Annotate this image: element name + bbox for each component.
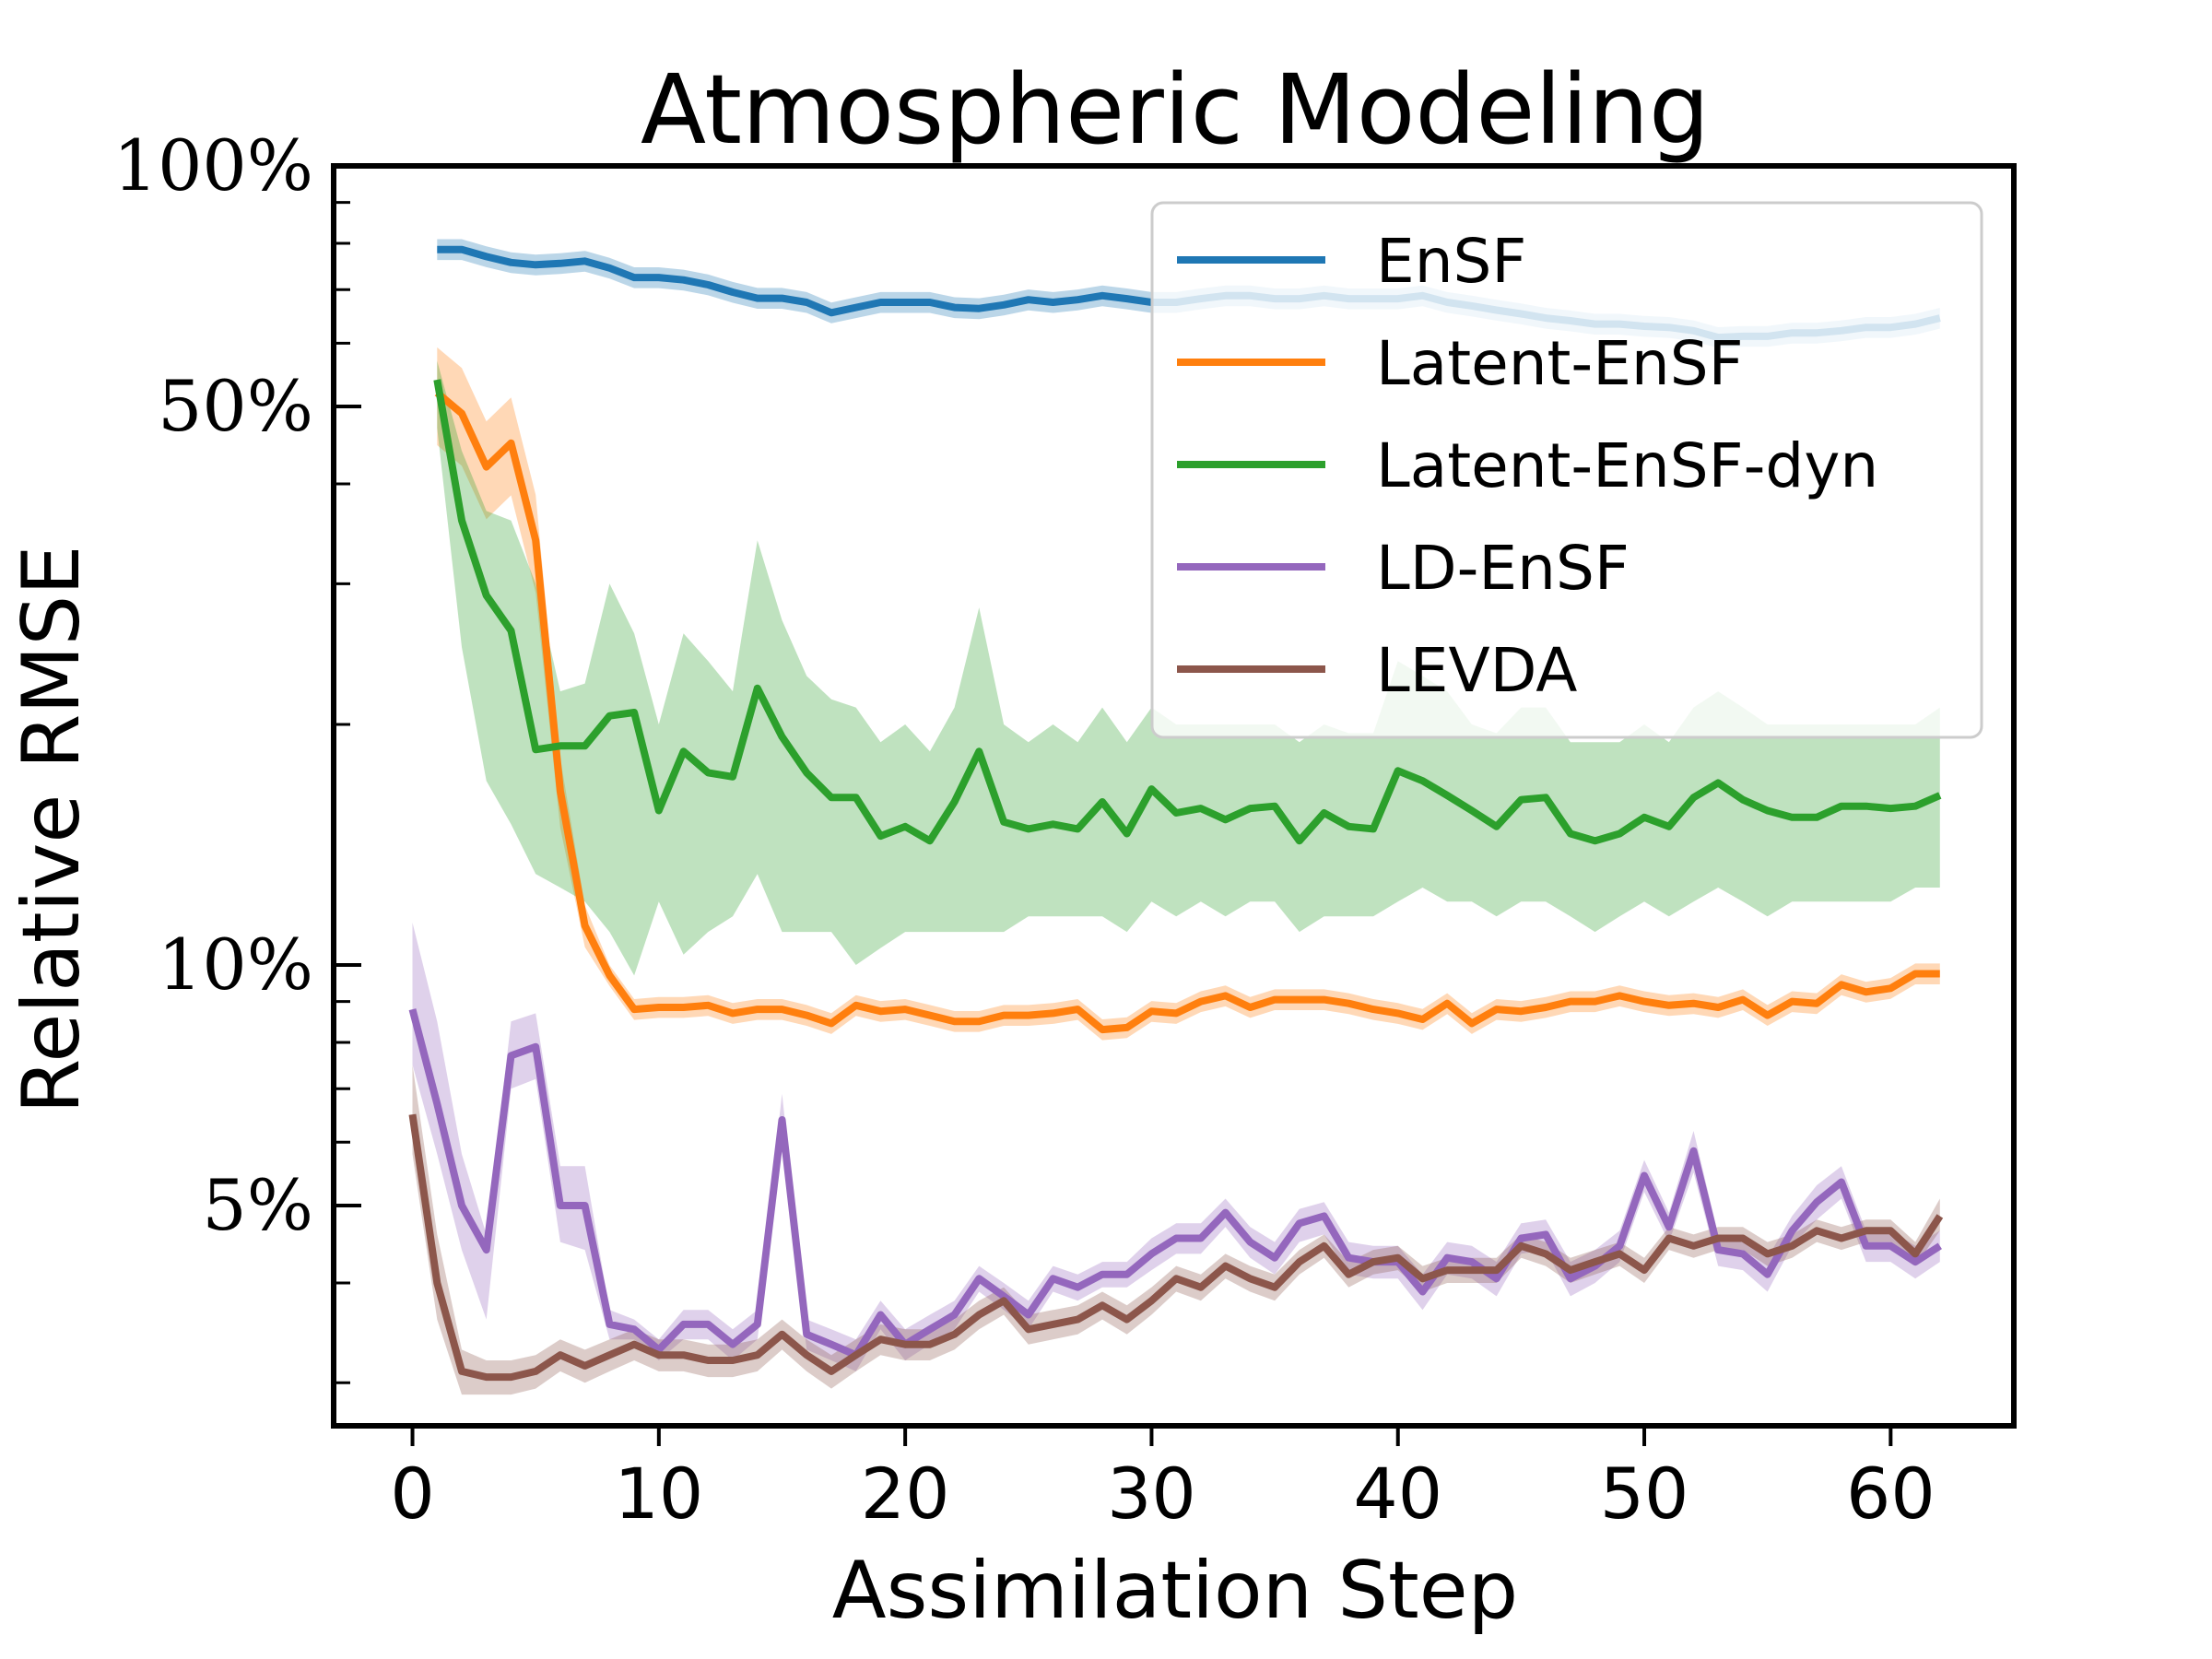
series-line-latent-ensf-dyn: [433, 379, 1942, 845]
y-tick-label: 50%: [158, 365, 313, 447]
legend-label-levda: LEVDA: [1376, 635, 1577, 706]
x-tick-label: 30: [1107, 1453, 1196, 1535]
series-line-ld-ensf: [408, 1008, 1942, 1359]
x-tick-label: 60: [1846, 1453, 1936, 1535]
x-tick-label: 40: [1353, 1453, 1442, 1535]
x-tick-label: 50: [1600, 1453, 1689, 1535]
y-tick-label: 10%: [158, 924, 313, 1006]
x-axis-label: Assimilation Step: [832, 1545, 1518, 1637]
series-band-levda: [412, 1065, 1940, 1395]
x-tick-label: 0: [390, 1453, 434, 1535]
legend-label-latent-ensf-dyn: Latent-EnSF-dyn: [1376, 430, 1878, 501]
legend: EnSF Latent-EnSF Latent-EnSF-dyn LD-EnSF LEV…: [1150, 201, 1983, 739]
legend-frame: [1150, 201, 1983, 739]
plot-frame: [331, 163, 2017, 1429]
x-tick-label: 10: [614, 1453, 703, 1535]
y-tick-label: 5%: [202, 1164, 313, 1246]
legend-label-ensf: EnSF: [1376, 226, 1526, 297]
series-line-latent-ensf: [434, 390, 1940, 1034]
y-axis-label: Relative RMSE: [6, 545, 98, 1113]
chart-title: Atmospheric Modeling: [641, 53, 1710, 166]
x-tick-label: 20: [861, 1453, 950, 1535]
y-tick-label: 100%: [113, 124, 313, 206]
legend-label-latent-ensf: Latent-EnSF: [1376, 328, 1744, 399]
legend-label-ld-ensf: LD-EnSF: [1376, 533, 1630, 604]
axes: 0 10 20 30 40 50 60 100% 50% 10% 5%: [113, 124, 2017, 1535]
series-line-levda: [408, 1113, 1944, 1382]
